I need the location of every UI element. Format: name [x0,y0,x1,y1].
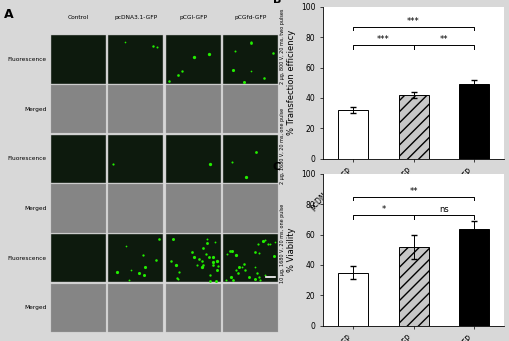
Bar [223,184,278,233]
Bar [459,84,489,159]
Bar [166,234,221,282]
Bar [338,110,369,159]
Bar [108,284,163,332]
Text: 10 μg, 1680 V, 20 ms, one pulse: 10 μg, 1680 V, 20 ms, one pulse [280,204,285,283]
Bar [108,85,163,133]
Text: Fluorescence: Fluorescence [7,255,46,261]
Bar [51,184,106,233]
Y-axis label: % Viability: % Viability [287,227,296,272]
Bar [166,35,221,84]
Bar [108,35,163,84]
Text: 2 μg, 800 V, 20 ms, two pulses: 2 μg, 800 V, 20 ms, two pulses [280,9,285,84]
Bar [166,85,221,133]
Bar [223,135,278,183]
Bar [51,284,106,332]
Bar [166,284,221,332]
Bar [108,184,163,233]
Bar [51,135,106,183]
Bar [166,85,221,133]
Bar [108,184,163,233]
Text: ***: *** [377,35,390,44]
Text: Control: Control [68,15,89,20]
Text: C: C [273,162,281,172]
Text: pcDNA3.1-GFP: pcDNA3.1-GFP [114,15,157,20]
Bar [108,135,163,183]
Bar [166,184,221,233]
Bar [223,184,278,233]
Bar [108,85,163,133]
Bar [223,234,278,282]
Bar [399,247,429,326]
Bar [166,135,221,183]
Bar [108,234,163,282]
Text: **: ** [439,35,448,44]
Text: B: B [273,0,281,5]
Bar [338,272,369,326]
Bar [166,184,221,233]
Bar [223,85,278,133]
Bar [399,95,429,159]
Text: Merged: Merged [24,206,46,211]
Text: A: A [4,9,14,21]
Text: Fluorescence: Fluorescence [7,57,46,62]
Text: Fluorescence: Fluorescence [7,156,46,161]
Bar [166,284,221,332]
Bar [51,184,106,233]
Bar [51,85,106,133]
Text: Merged: Merged [24,305,46,310]
Text: pCGfd-GFP: pCGfd-GFP [235,15,267,20]
Text: ***: *** [407,17,420,26]
Bar [223,284,278,332]
Bar [223,85,278,133]
Y-axis label: % Transfection efficiency: % Transfection efficiency [287,30,296,135]
Text: *: * [381,205,386,214]
Bar [51,234,106,282]
Bar [223,35,278,84]
Bar [108,284,163,332]
Text: 2 μg, 1680 V, 20 ms, one pulse: 2 μg, 1680 V, 20 ms, one pulse [280,107,285,183]
Text: ns: ns [439,205,448,214]
Bar [51,85,106,133]
Bar [51,35,106,84]
Bar [51,284,106,332]
Text: **: ** [409,187,418,196]
Text: pCGl-GFP: pCGl-GFP [179,15,207,20]
Bar [223,284,278,332]
Text: Merged: Merged [24,107,46,112]
Bar [459,228,489,326]
